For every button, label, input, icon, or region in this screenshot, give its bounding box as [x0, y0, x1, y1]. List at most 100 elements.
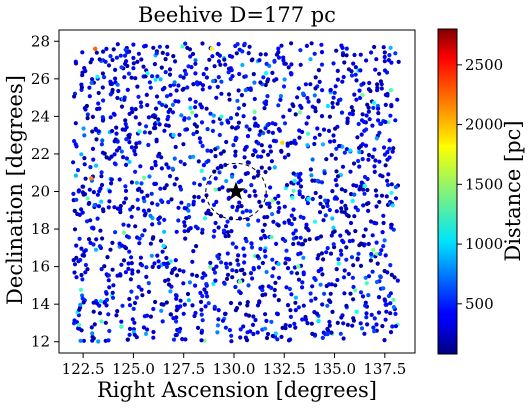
- star-point: [390, 149, 395, 154]
- star-point: [176, 83, 181, 88]
- star-point: [355, 256, 360, 261]
- star-point: [328, 88, 333, 93]
- star-point: [121, 155, 126, 160]
- star-point: [208, 111, 213, 116]
- star-point: [182, 68, 187, 73]
- star-point: [358, 52, 363, 57]
- star-point: [272, 78, 277, 83]
- star-point: [376, 118, 381, 123]
- star-point: [184, 127, 190, 132]
- star-point: [122, 127, 128, 132]
- star-point: [75, 168, 81, 173]
- star-point: [318, 201, 323, 206]
- star-point: [121, 230, 127, 235]
- star-point: [136, 269, 141, 274]
- star-point: [368, 258, 373, 263]
- star-point: [339, 110, 345, 115]
- star-point: [240, 210, 245, 215]
- star-point: [133, 169, 138, 174]
- star-point: [243, 88, 248, 93]
- star-point: [300, 317, 305, 322]
- star-point: [113, 67, 118, 72]
- star-point: [240, 267, 245, 272]
- star-point: [260, 260, 265, 266]
- star-point: [214, 199, 219, 204]
- star-point: [263, 52, 268, 57]
- star-point: [270, 257, 275, 262]
- star-point: [213, 176, 218, 181]
- star-point: [253, 121, 258, 126]
- star-point: [304, 43, 309, 49]
- star-point: [372, 316, 377, 321]
- star-point: [114, 313, 119, 318]
- x-tick-label: 135.0: [313, 360, 356, 378]
- star-point: [213, 147, 218, 152]
- star-point: [259, 154, 264, 159]
- star-point: [359, 132, 364, 137]
- star-point: [181, 142, 186, 147]
- star-point: [139, 104, 144, 109]
- star-point: [188, 105, 193, 110]
- star-point: [356, 251, 361, 256]
- star-point: [249, 58, 254, 63]
- star-point: [197, 136, 202, 141]
- star-point: [112, 152, 117, 157]
- star-point: [339, 43, 344, 48]
- star-point: [316, 318, 321, 324]
- star-point: [204, 66, 209, 71]
- star-point: [385, 182, 391, 188]
- star-point: [216, 225, 221, 230]
- star-point: [146, 281, 151, 286]
- star-point: [84, 103, 89, 109]
- star-point: [147, 174, 152, 179]
- star-point: [300, 194, 305, 200]
- star-point: [158, 77, 163, 82]
- star-point: [291, 188, 296, 193]
- star-point: [327, 207, 332, 213]
- star-point: [291, 241, 296, 247]
- star-point: [310, 178, 315, 183]
- star-point: [135, 59, 140, 64]
- star-point: [321, 218, 326, 223]
- star-point: [263, 82, 268, 88]
- star-point: [263, 235, 268, 240]
- star-point: [252, 116, 257, 121]
- star-point: [164, 255, 169, 261]
- star-point: [183, 72, 189, 77]
- star-point: [350, 112, 355, 117]
- star-point: [260, 228, 265, 233]
- star-point: [137, 186, 142, 191]
- star-point: [289, 41, 294, 46]
- star-point: [258, 129, 263, 134]
- star-point: [300, 242, 305, 247]
- star-point: [229, 229, 234, 234]
- star-point: [90, 129, 95, 134]
- star-point: [319, 114, 325, 119]
- star-point: [188, 54, 193, 59]
- star-point: [126, 235, 131, 240]
- star-point: [192, 122, 197, 127]
- star-point: [223, 261, 229, 266]
- star-point: [298, 184, 304, 189]
- star-point: [375, 261, 380, 266]
- star-point: [233, 149, 238, 154]
- star-point: [106, 278, 111, 283]
- star-point: [382, 238, 387, 243]
- star-point: [193, 58, 198, 63]
- star-point: [178, 298, 183, 303]
- star-point: [256, 218, 261, 223]
- star-point: [73, 173, 78, 178]
- star-point: [164, 300, 169, 305]
- star-point: [359, 180, 364, 185]
- star-point: [119, 262, 124, 267]
- star-point: [113, 230, 118, 235]
- star-point: [82, 133, 87, 138]
- star-point: [101, 209, 106, 214]
- star-point: [246, 283, 251, 288]
- star-point: [131, 42, 136, 47]
- star-point: [272, 287, 277, 293]
- star-point: [74, 197, 79, 202]
- star-point: [80, 253, 85, 258]
- star-point: [107, 199, 112, 204]
- star-point: [143, 74, 148, 79]
